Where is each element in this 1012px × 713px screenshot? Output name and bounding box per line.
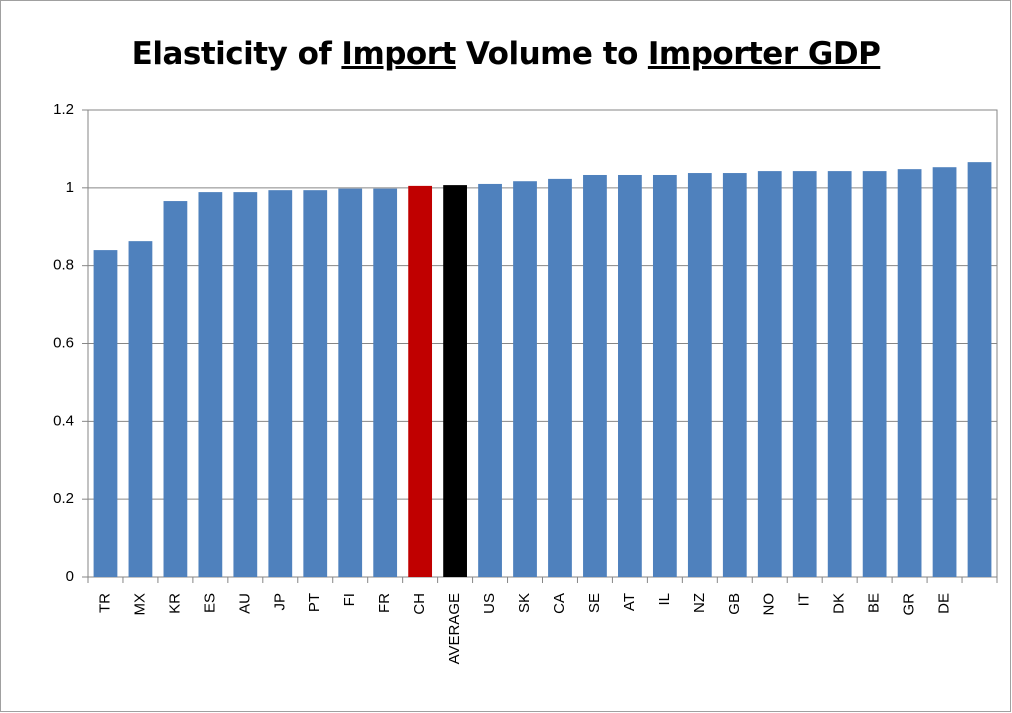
bar	[478, 183, 502, 578]
y-tick-label: 0.2	[53, 490, 74, 507]
bar	[163, 201, 188, 577]
y-tick-label: 0.6	[53, 334, 74, 351]
x-tick-label: BE	[866, 593, 883, 613]
bar	[792, 171, 817, 577]
x-tick-label: SE	[586, 593, 603, 613]
bar	[687, 173, 712, 578]
x-tick-label: FI	[341, 593, 358, 606]
bar	[513, 181, 537, 577]
bar	[373, 188, 398, 577]
x-tick-label: NO	[761, 593, 778, 616]
y-tick-label: 0.8	[53, 257, 74, 274]
bar	[408, 185, 433, 577]
x-tick-label: NZ	[691, 593, 708, 613]
x-tick-label: IT	[796, 593, 813, 606]
bar	[583, 174, 607, 577]
x-tick-label: GB	[726, 593, 743, 615]
y-tick-label: 0	[66, 568, 74, 585]
bar	[443, 185, 467, 577]
bar	[862, 171, 887, 577]
bar	[897, 169, 922, 578]
bar	[652, 174, 677, 577]
x-tick-label: SK	[516, 593, 533, 613]
chart-title: Elasticity of Import Volume to Importer GDP	[0, 36, 1012, 72]
title-part: Elasticity of	[131, 36, 332, 72]
bar	[198, 192, 223, 577]
bar	[233, 192, 258, 577]
bar	[548, 178, 572, 577]
x-tick-label: ES	[201, 593, 218, 613]
x-tick-label: US	[481, 593, 498, 614]
bar	[93, 250, 118, 577]
x-tick-label: AVERAGE	[446, 593, 463, 664]
x-tick-label: CH	[411, 593, 428, 615]
x-tick-label: TR	[96, 593, 113, 613]
x-tick-label: PT	[306, 593, 323, 612]
bar	[757, 171, 782, 577]
y-tick-label: 0.4	[53, 412, 74, 429]
x-tick-label: CA	[551, 593, 568, 614]
title-part: Volume to	[465, 36, 639, 72]
bar	[618, 174, 642, 577]
bar	[338, 188, 363, 577]
title-part: Importer GDP	[647, 36, 881, 72]
bar	[128, 241, 153, 577]
x-tick-label: FR	[376, 593, 393, 613]
x-tick-label: KR	[166, 593, 183, 614]
x-tick-label: IL	[656, 593, 673, 606]
x-tick-label: GR	[901, 593, 918, 616]
bar	[967, 162, 992, 578]
y-tick-label: 1	[66, 179, 74, 196]
x-tick-label: DK	[831, 593, 848, 614]
bar	[932, 167, 957, 577]
x-tick-label: DE	[936, 593, 953, 614]
x-tick-label: JP	[271, 593, 288, 611]
x-tick-label: MX	[131, 593, 148, 616]
bar	[268, 190, 293, 577]
bar	[827, 171, 852, 577]
x-tick-label: AU	[236, 593, 253, 614]
x-tick-label: AT	[621, 593, 638, 611]
bar	[303, 190, 328, 577]
bar	[722, 173, 747, 578]
title-part: Import	[341, 36, 456, 72]
y-tick-label: 1.2	[53, 101, 74, 118]
